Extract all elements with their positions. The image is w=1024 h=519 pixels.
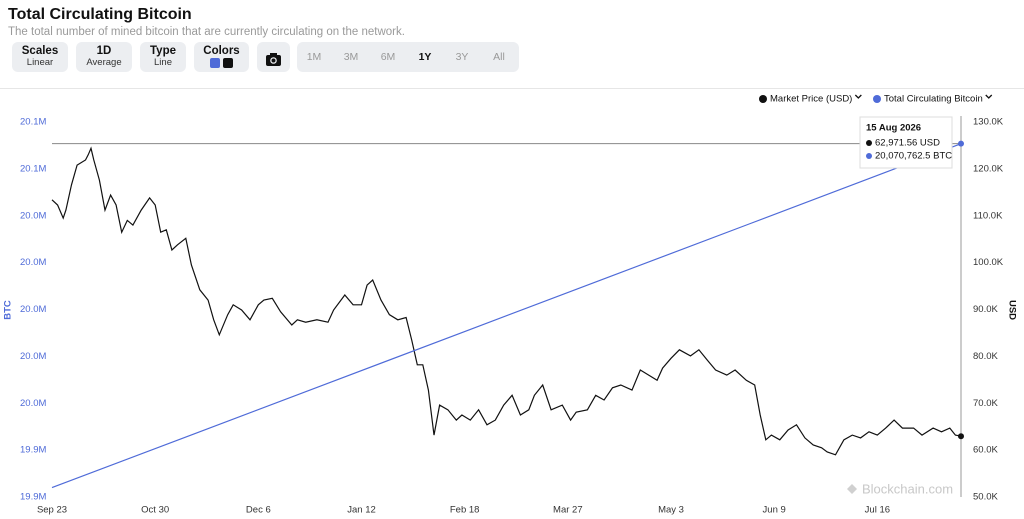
legend-label[interactable]: Market Price (USD) [770, 94, 852, 105]
tooltip-line: 20,070,762.5 BTC [875, 151, 952, 162]
camera-button[interactable] [257, 42, 290, 72]
range-button[interactable]: 6M [380, 51, 396, 63]
x-tick-label: Sep 23 [37, 505, 67, 516]
tooltip-dot [866, 140, 872, 146]
camera-icon [266, 53, 281, 66]
tooltip-line: 62,971.56 USD [875, 138, 940, 149]
y2-tick-label: 80.0K [973, 351, 998, 362]
colors-button[interactable]: Colors [194, 42, 249, 72]
tooltip: 15 Aug 2026 62,971.56 USD 20,070,762.5 BTC [859, 116, 953, 169]
legend-swatch [759, 95, 767, 103]
y-tick-label: 20.0M [20, 304, 46, 315]
range-selector: 1M 3M 6M 1Y 3Y All [297, 42, 519, 72]
button-value: Linear [26, 57, 54, 68]
x-tick-label: Feb 18 [450, 505, 480, 516]
swatches [194, 57, 249, 71]
x-tick-label: May 3 [658, 505, 684, 516]
y-tick-label: 20.0M [20, 351, 46, 362]
y-tick-label: 20.1M [20, 117, 46, 128]
legend-chevron [854, 94, 862, 99]
button-label: Type [150, 45, 176, 57]
y2-tick-label: 60.0K [973, 445, 998, 456]
x-tick-label: Mar 27 [553, 505, 583, 516]
legend-label[interactable]: Total Circulating Bitcoin [884, 94, 983, 105]
y-axis-title: BTC [3, 300, 14, 320]
y-tick-label: 19.9M [20, 445, 46, 456]
y2-axis-title: USD [1006, 300, 1017, 320]
hover-point [958, 140, 964, 147]
watermark-icon [847, 484, 857, 494]
button-value: Average [86, 57, 122, 68]
x-tick-label: Jan 12 [347, 505, 376, 516]
title: Total Circulating Bitcoin [8, 6, 192, 23]
range-button[interactable]: 1Y [418, 51, 432, 63]
series-line [51, 143, 962, 489]
button-value: Line [154, 57, 172, 68]
subtitle: The total number of mined bitcoin that a… [8, 26, 405, 38]
y-tick-label: 19.9M [20, 492, 46, 503]
watermark: Blockchain.com [862, 481, 953, 496]
button-label: Colors [203, 45, 240, 57]
legend-swatch [873, 95, 881, 103]
range-button[interactable]: All [493, 51, 505, 63]
scales-button[interactable]: Scales Linear [12, 42, 68, 72]
tooltip-box [859, 116, 953, 169]
y-tick-label: 20.0M [20, 398, 46, 409]
x-tick-label: Oct 30 [141, 505, 169, 516]
x-tick-label: Jul 16 [865, 505, 890, 516]
y2-tick-label: 130.0K [973, 117, 1004, 128]
range-button[interactable]: 1M [306, 51, 322, 63]
hover-point [958, 433, 964, 440]
button-label: 1D [96, 45, 112, 57]
button-label: Scales [21, 45, 59, 57]
range-button[interactable]: 3M [343, 51, 359, 63]
type-button[interactable]: Type Line [140, 42, 186, 72]
series-line [51, 146, 962, 456]
y2-tick-label: 110.0K [973, 210, 1003, 221]
y2-tick-label: 90.0K [973, 304, 998, 315]
x-tick-label: Dec 6 [246, 505, 271, 516]
interval-button[interactable]: 1D Average [76, 42, 132, 72]
y-tick-label: 20.0M [20, 210, 46, 221]
y2-tick-label: 50.0K [973, 492, 998, 503]
y2-tick-label: 120.0K [973, 163, 1004, 174]
legend-chevron [985, 94, 993, 99]
y2-tick-label: 70.0K [973, 398, 998, 409]
y-tick-label: 20.0M [20, 257, 46, 268]
swatch [210, 58, 221, 68]
separator [0, 88, 1024, 89]
range-button[interactable]: 3Y [455, 51, 469, 63]
x-tick-label: Jun 9 [763, 505, 786, 516]
tooltip-dot [866, 153, 872, 159]
swatch [222, 58, 233, 68]
y-tick-label: 20.1M [20, 163, 46, 174]
tooltip-date: 15 Aug 2026 [866, 123, 921, 134]
y2-tick-label: 100.0K [973, 257, 1004, 268]
